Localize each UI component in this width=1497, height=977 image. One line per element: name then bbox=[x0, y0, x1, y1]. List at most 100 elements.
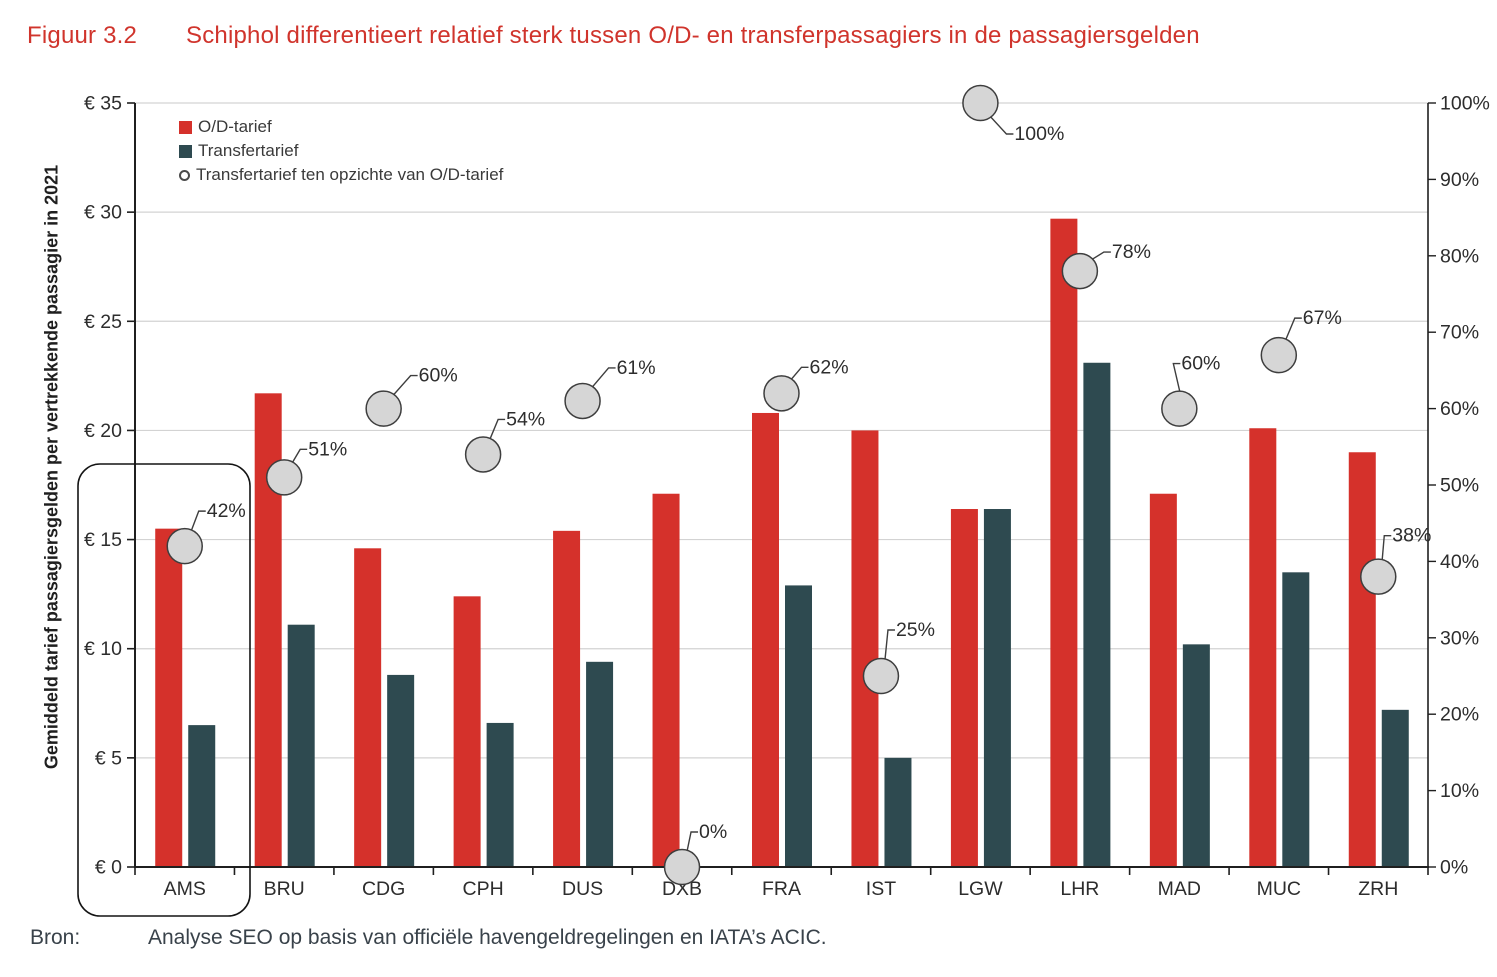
bar-od-ZRH bbox=[1348, 452, 1376, 867]
y-tick-left-label: € 35 bbox=[84, 93, 122, 115]
pct-label-DUS: 61% bbox=[617, 357, 656, 379]
source-label: Bron: bbox=[30, 926, 81, 949]
bar-transfer-ZRH bbox=[1381, 709, 1409, 867]
category-label-LHR: LHR bbox=[1060, 878, 1099, 900]
source-row: Bron: Analyse SEO op basis van officiële … bbox=[30, 926, 827, 950]
y-tick-left-label: € 30 bbox=[84, 202, 122, 224]
pct-marker-CPH bbox=[464, 436, 502, 473]
pct-label-ZRH: 38% bbox=[1392, 525, 1431, 547]
y-tick-right-label: 10% bbox=[1440, 780, 1479, 802]
bar-od-CDG bbox=[354, 548, 382, 867]
pct-label-IST: 25% bbox=[896, 619, 935, 641]
y-tick-left-label: € 20 bbox=[84, 420, 122, 442]
page-title: Schiphol differentieert relatief sterk t… bbox=[186, 22, 1200, 49]
pct-label-CDG: 60% bbox=[419, 365, 458, 387]
y-tick-left-label: € 10 bbox=[84, 638, 122, 660]
bar-transfer-FRA bbox=[785, 585, 812, 867]
legend-label: Transfertarief ten opzichte van O/D-tari… bbox=[196, 165, 504, 184]
pct-marker-BRU bbox=[265, 459, 303, 496]
pct-marker-LHR bbox=[1061, 252, 1099, 290]
bar-od-MAD bbox=[1149, 493, 1177, 867]
pct-label-LHR: 78% bbox=[1112, 241, 1151, 263]
category-label-CDG: CDG bbox=[362, 878, 405, 900]
y-tick-right-label: 50% bbox=[1440, 475, 1479, 497]
pct-marker-LGW bbox=[962, 84, 999, 122]
bar-transfer-AMS bbox=[188, 725, 216, 867]
figure-number: Figuur 3.2 bbox=[27, 22, 138, 49]
category-label-ZRH: ZRH bbox=[1358, 878, 1398, 900]
bar-od-DUS bbox=[553, 530, 581, 867]
source-text: Analyse SEO op basis van officiële haven… bbox=[148, 926, 827, 949]
legend-label: Transfertarief bbox=[198, 141, 299, 160]
category-label-MAD: MAD bbox=[1158, 878, 1201, 900]
pct-leader-CDG bbox=[386, 374, 418, 404]
bar-transfer-BRU bbox=[287, 624, 315, 867]
pct-marker-DXB bbox=[663, 848, 701, 886]
category-label-AMS: AMS bbox=[164, 878, 206, 900]
legend-item-ratio: Transfertarief ten opzichte van O/D-tari… bbox=[179, 163, 503, 187]
bar-transfer-MAD bbox=[1182, 644, 1210, 867]
pct-label-DXB: 0% bbox=[699, 821, 727, 843]
category-label-CPH: CPH bbox=[463, 878, 504, 900]
y-tick-left-label: € 25 bbox=[84, 311, 122, 333]
pct-leader-DUS bbox=[585, 367, 616, 396]
bar-od-LGW bbox=[950, 509, 978, 867]
pct-label-BRU: 51% bbox=[308, 438, 347, 460]
bar-transfer-LHR bbox=[1083, 362, 1111, 867]
bar-transfer-CPH bbox=[486, 722, 514, 867]
category-label-BRU: BRU bbox=[264, 878, 305, 900]
legend: O/D-tarief Transfertarief Transfertarief… bbox=[179, 115, 503, 187]
y-tick-left-label: € 15 bbox=[84, 529, 122, 551]
figure-title-row: Figuur 3.2 Schiphol differentieert relati… bbox=[27, 22, 1200, 50]
pct-marker-IST bbox=[862, 657, 900, 695]
bar-od-FRA bbox=[752, 412, 779, 867]
y-tick-right-label: 90% bbox=[1440, 169, 1479, 191]
bar-od-LHR bbox=[1050, 218, 1078, 868]
y-tick-right-label: 30% bbox=[1440, 627, 1479, 649]
category-label-DUS: DUS bbox=[562, 878, 603, 900]
bar-transfer-DUS bbox=[586, 661, 614, 867]
bar-transfer-IST bbox=[884, 757, 912, 867]
pct-marker-MAD bbox=[1161, 390, 1198, 427]
pct-label-MUC: 67% bbox=[1303, 307, 1342, 329]
y-tick-right-label: 100% bbox=[1440, 93, 1490, 115]
pct-marker-AMS bbox=[166, 527, 203, 565]
pct-marker-FRA bbox=[763, 375, 800, 412]
pct-marker-MUC bbox=[1260, 336, 1298, 374]
pct-marker-CDG bbox=[365, 390, 402, 427]
pct-marker-DUS bbox=[564, 382, 601, 420]
bar-od-AMS bbox=[155, 528, 183, 867]
bar-od-DXB bbox=[652, 493, 680, 867]
y-tick-right-label: 80% bbox=[1440, 245, 1479, 267]
pct-label-FRA: 62% bbox=[810, 356, 849, 378]
bar-od-CPH bbox=[453, 596, 481, 867]
y-tick-right-label: 40% bbox=[1440, 551, 1479, 573]
pct-label-LGW: 100% bbox=[1014, 123, 1064, 145]
legend-item-od: O/D-tarief bbox=[179, 115, 503, 139]
bar-transfer-LGW bbox=[983, 509, 1011, 867]
pct-leader-IST bbox=[883, 629, 895, 671]
bar-transfer-MUC bbox=[1282, 572, 1310, 867]
y-tick-left-label: € 0 bbox=[95, 857, 122, 879]
category-label-FRA: FRA bbox=[762, 878, 801, 900]
y-tick-right-label: 20% bbox=[1440, 704, 1479, 726]
category-label-DXB: DXB bbox=[662, 878, 702, 900]
y-tick-right-label: 60% bbox=[1440, 398, 1479, 420]
y-axis-title: Gemiddeld tarief passagiersgelden per ve… bbox=[41, 164, 62, 770]
bar-transfer-CDG bbox=[387, 674, 415, 867]
pct-label-CPH: 54% bbox=[506, 408, 545, 430]
category-label-IST: IST bbox=[866, 878, 896, 900]
y-tick-right-label: 0% bbox=[1440, 857, 1468, 879]
pct-label-AMS: 42% bbox=[207, 500, 246, 522]
bar-od-IST bbox=[851, 430, 879, 867]
transfertarief-swatch-icon bbox=[179, 144, 192, 158]
ratio-circle-swatch-icon bbox=[179, 169, 190, 181]
legend-label: O/D-tarief bbox=[198, 117, 272, 136]
category-label-LGW: LGW bbox=[958, 878, 1003, 900]
bar-od-MUC bbox=[1249, 428, 1277, 867]
category-label-MUC: MUC bbox=[1257, 878, 1301, 900]
pct-marker-ZRH bbox=[1360, 558, 1397, 595]
highlight-box-AMS bbox=[77, 463, 251, 917]
